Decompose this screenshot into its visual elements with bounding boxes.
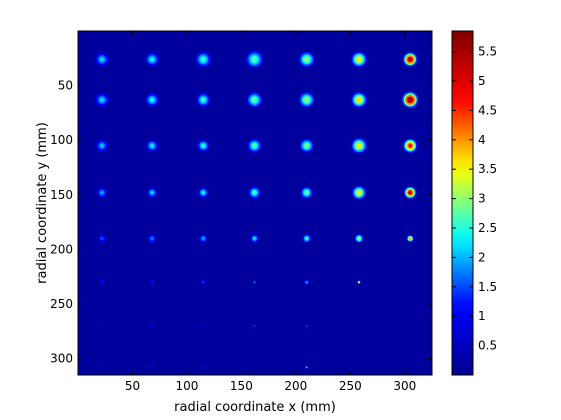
heatmap-spot (194, 91, 213, 109)
heatmap-spot (252, 280, 257, 285)
heatmap-spot (296, 49, 317, 70)
heatmap-spot (401, 136, 419, 155)
heatmap-spot (149, 365, 155, 370)
heatmap-spot (349, 135, 369, 156)
colorbar-tick-label: 4.5 (478, 103, 497, 117)
heatmap-spot (246, 184, 263, 201)
heatmap-spot (143, 50, 161, 69)
colorbar-tick-label: 5 (478, 74, 486, 88)
y-tick-label: 200 (50, 242, 73, 256)
heatmap-spot (402, 184, 418, 201)
y-tick-label: 100 (50, 133, 73, 147)
colorbar-tick-label: 2.5 (478, 221, 497, 235)
y-tick-label: 300 (50, 352, 73, 366)
x-tick-label: 200 (284, 379, 307, 393)
heatmap-spot (193, 49, 214, 70)
y-tick-label: 150 (50, 188, 73, 202)
heatmap-spot (196, 186, 210, 200)
heatmap-spot (93, 50, 111, 69)
y-axis-label: radial coordinate y (mm) (35, 122, 50, 284)
colorbar-tick-label: 2 (478, 250, 486, 264)
colorbar-tick-label: 5.5 (478, 45, 497, 59)
heatmap-spot (400, 90, 421, 110)
heatmap-spot (243, 48, 266, 71)
colorbar-frame (451, 30, 474, 376)
heatmap-spot (99, 365, 105, 370)
heatmap-spot (401, 50, 419, 69)
heatmap-spot (148, 322, 156, 330)
colorbar (452, 31, 473, 375)
heatmap-plot-area (78, 31, 432, 375)
heatmap-spot (144, 138, 160, 154)
heatmap-spot (94, 138, 110, 154)
x-tick-label: 100 (175, 379, 198, 393)
heatmap-spot (405, 234, 415, 243)
heatmap-spot (299, 184, 315, 201)
colorbar-tick-label: 1.5 (478, 280, 497, 294)
heatmap-spot (349, 90, 369, 110)
y-tick-label: 250 (50, 297, 73, 311)
heatmap-spot (253, 324, 256, 327)
x-tick-label: 150 (230, 379, 253, 393)
heatmap-spot (146, 233, 158, 244)
heatmap-spot (249, 233, 260, 244)
heatmap-spot (304, 365, 309, 370)
plot-frame (77, 30, 433, 376)
heatmap-spot (201, 365, 206, 370)
heatmap-spot (356, 280, 362, 285)
heatmap-spot (301, 233, 313, 244)
x-axis-label: radial coordinate x (mm) (174, 400, 336, 415)
x-tick-label: 50 (125, 379, 140, 393)
heatmap-spot (93, 91, 111, 109)
heatmap-spot (99, 323, 105, 329)
heatmap-background (78, 31, 432, 375)
heatmap-spot (297, 136, 316, 155)
heatmap-spot (96, 233, 108, 244)
heatmap-spot (143, 91, 161, 109)
heatmap-spot (349, 49, 369, 70)
colorbar-tick-label: 0.5 (478, 339, 497, 353)
heatmap-spot (195, 138, 211, 154)
colorbar-tick-label: 1 (478, 309, 486, 323)
heatmap-spot (200, 278, 207, 286)
heatmap-spot (201, 323, 206, 329)
heatmap-spot (303, 278, 310, 286)
heatmap-spot (98, 278, 106, 286)
heatmap-spot (95, 186, 109, 200)
heatmap-spot (305, 324, 308, 327)
colorbar-tick-label: 4 (478, 133, 486, 147)
heatmap-spot (197, 233, 209, 244)
x-tick-label: 250 (339, 379, 362, 393)
heatmap-spot (296, 90, 317, 110)
heatmap-spot (245, 136, 264, 155)
x-tick-label: 300 (393, 379, 416, 393)
y-tick-label: 50 (58, 79, 73, 93)
heatmap-spot (145, 186, 159, 200)
heatmap-spot (148, 278, 156, 286)
heatmap-spot (353, 233, 365, 244)
colorbar-tick-label: 3 (478, 192, 486, 206)
heatmap-spot (350, 183, 368, 202)
colorbar-tick-label: 3.5 (478, 162, 497, 176)
heatmap-spot (244, 90, 265, 110)
